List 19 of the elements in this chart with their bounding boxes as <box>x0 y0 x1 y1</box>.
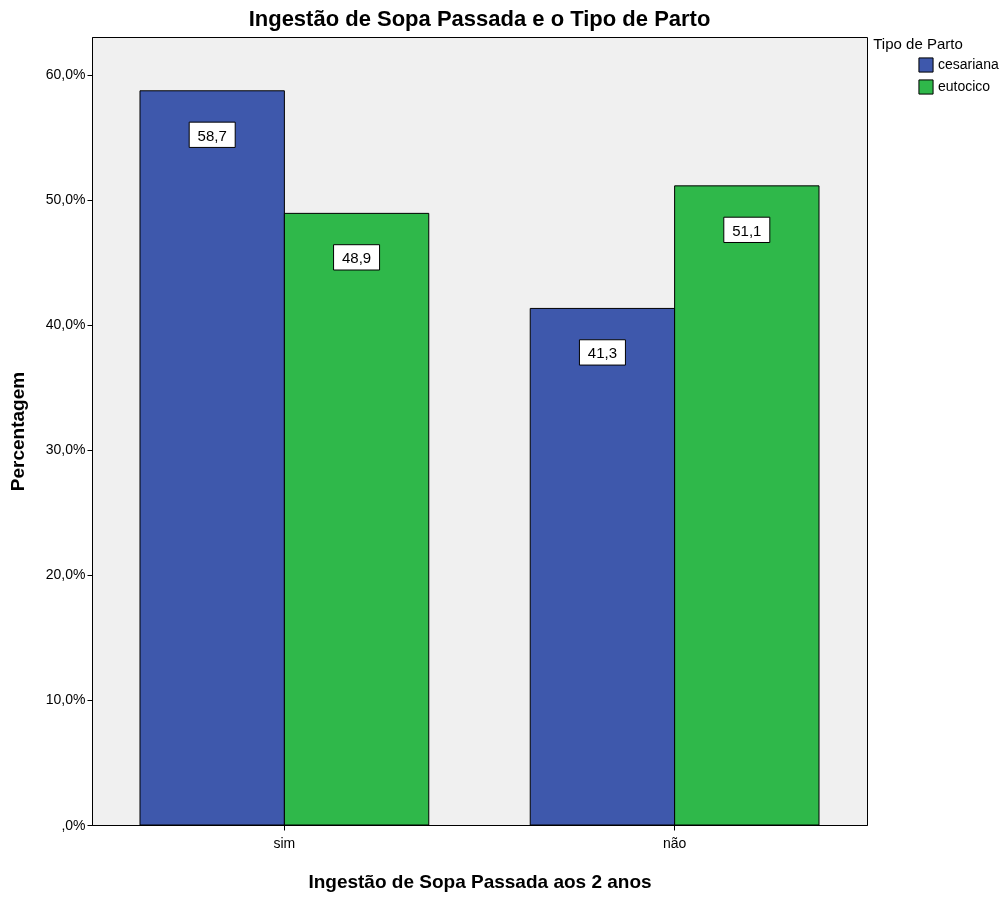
x-axis-title: Ingestão de Sopa Passada aos 2 anos <box>308 870 652 892</box>
y-axis-title: Percentagem <box>6 371 28 492</box>
y-tick-label: 30,0% <box>45 441 86 458</box>
legend-label: cesariana <box>938 56 999 72</box>
y-tick-label: 40,0% <box>45 316 86 333</box>
chart-title: Ingestão de Sopa Passada e o Tipo de Parto <box>248 6 711 31</box>
y-tick-label: 60,0% <box>45 66 86 83</box>
x-tick-label: sim <box>273 834 296 851</box>
y-tick-label: 20,0% <box>45 566 86 583</box>
y-tick-label: 50,0% <box>45 191 86 208</box>
data-label: 58,7 <box>197 126 227 144</box>
legend-label: eutocico <box>938 78 991 94</box>
y-tick-label: 10,0% <box>45 691 86 708</box>
data-label: 51,1 <box>732 221 762 239</box>
data-label: 48,9 <box>341 249 372 267</box>
data-label: 41,3 <box>587 344 618 362</box>
x-tick-label: não <box>662 834 687 851</box>
legend-title: Tipo de Parto <box>873 35 963 52</box>
y-tick-label: ,0% <box>61 816 86 833</box>
